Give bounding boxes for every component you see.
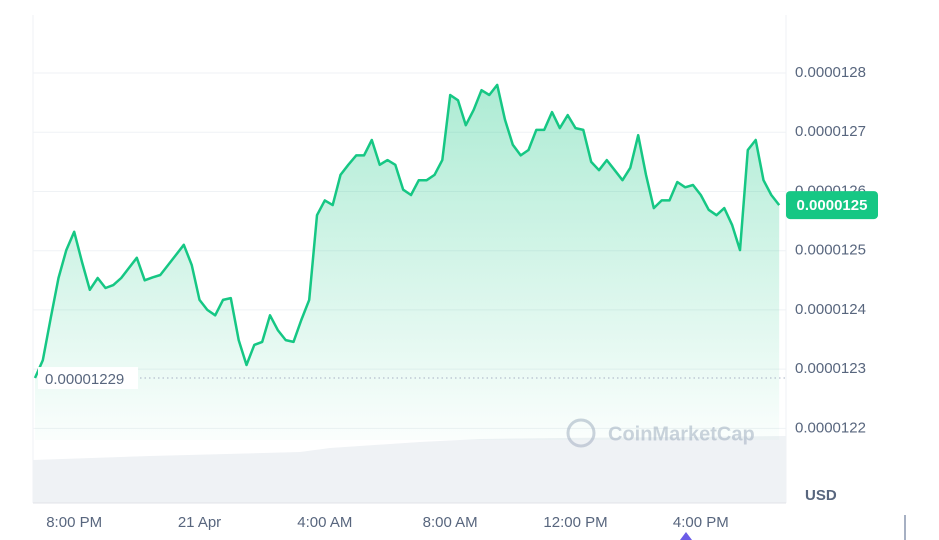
current-price-bg [786,191,878,220]
x-tick-label: 4:00 PM [673,514,729,531]
x-tick-label: 12:00 PM [543,514,607,531]
open-price-label: 0.00001229 [45,371,124,388]
y-tick-label: 0.0000125 [795,242,866,259]
x-tick-label: 21 Apr [178,514,221,531]
current-price-label: 0.0000125 [797,197,868,214]
price-line [33,83,781,379]
open-price-bg [38,367,138,390]
y-tick-label: 0.0000128 [795,64,866,81]
x-tick-label: 8:00 PM [46,514,102,531]
y-tick-label: 0.0000122 [795,419,866,436]
y-tick-label: 0.0000124 [795,301,866,318]
y-tick-label: 0.0000127 [795,123,866,140]
y-tick-label: 0.0000123 [795,360,866,377]
currency-label: USD [805,487,837,504]
volume-area [33,436,786,503]
x-tick-label: 8:00 AM [423,514,478,531]
marker [680,532,692,540]
area-fill [35,84,780,441]
x-tick-label: 4:00 AM [297,514,352,531]
